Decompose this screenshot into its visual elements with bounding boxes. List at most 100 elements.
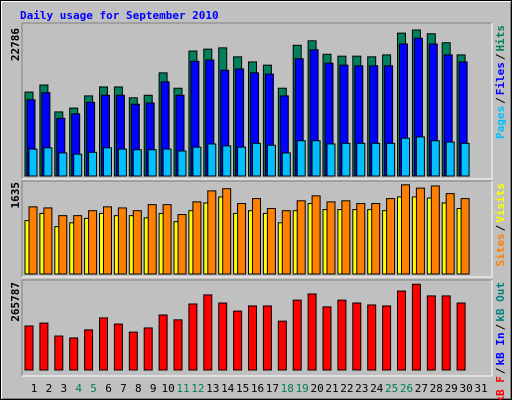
y-tick-label: 22786 — [9, 28, 22, 61]
bar — [322, 306, 332, 371]
x-tick-label: 5 — [90, 382, 97, 395]
bar — [386, 142, 396, 177]
bar — [415, 187, 425, 275]
bar — [113, 323, 123, 371]
bar — [88, 210, 98, 275]
x-tick-label: 15 — [236, 382, 249, 395]
bar — [430, 185, 440, 275]
bar — [99, 317, 108, 371]
x-tick-label: 13 — [206, 382, 219, 395]
bar — [147, 149, 157, 177]
bar — [192, 146, 202, 177]
bar — [207, 190, 217, 275]
bar — [445, 193, 455, 275]
legend-entry: Files — [494, 62, 507, 95]
legend-entry: Hits — [494, 25, 507, 52]
bar — [173, 319, 183, 371]
x-tick-label: 4 — [75, 382, 82, 395]
panel-bevel-dark — [21, 279, 492, 376]
bar — [128, 331, 138, 371]
bar — [367, 304, 377, 371]
bar — [28, 206, 38, 275]
bar — [460, 142, 470, 177]
x-tick-label: 6 — [105, 382, 112, 395]
bar — [386, 198, 396, 275]
bar — [222, 188, 232, 275]
bar — [54, 335, 64, 371]
bar — [326, 143, 336, 177]
bar — [296, 140, 306, 177]
bar — [188, 303, 198, 371]
legend-entry: Pages — [494, 106, 507, 139]
x-tick-label: 17 — [266, 382, 279, 395]
chart-title: Daily usage for September 2010 — [20, 9, 219, 22]
x-tick-label: 18 — [281, 382, 294, 395]
bar — [341, 142, 351, 177]
bar — [143, 327, 153, 371]
y-tick-label: 1635 — [9, 182, 22, 209]
x-tick-label: 22 — [340, 382, 353, 395]
x-tick-label: 12 — [191, 382, 204, 395]
bar — [296, 200, 306, 275]
bar — [162, 204, 172, 275]
bar — [117, 148, 127, 177]
bar — [24, 325, 34, 371]
bar — [401, 184, 410, 275]
bar — [266, 144, 276, 177]
bar — [337, 299, 347, 371]
x-tick-label: 20 — [310, 382, 323, 395]
bar — [311, 140, 321, 177]
bar — [281, 152, 291, 177]
bar — [445, 141, 455, 177]
bar — [162, 148, 172, 177]
bar — [207, 143, 217, 177]
x-tick-label: 14 — [221, 382, 235, 395]
x-tick-label: 28 — [430, 382, 443, 395]
bar — [147, 204, 157, 275]
legend-entry: Sites — [494, 233, 507, 266]
x-tick-label: 23 — [355, 382, 368, 395]
bar — [252, 198, 261, 275]
x-tick-label: 11 — [176, 382, 189, 395]
panel-bevel-dark — [21, 180, 492, 277]
legend-separator: / — [494, 97, 507, 104]
legend: kB F/kB In/kB Out — [494, 282, 507, 400]
legend-entry: kB In — [494, 332, 507, 365]
bar — [311, 195, 321, 275]
legend-entry: Visits — [494, 183, 507, 223]
x-tick-label: 31 — [474, 382, 487, 395]
bar — [266, 207, 276, 275]
bar — [441, 295, 451, 371]
bar — [397, 290, 406, 371]
bar — [177, 150, 187, 177]
bar — [73, 153, 83, 177]
x-tick-label: 27 — [415, 382, 428, 395]
bar — [103, 206, 112, 275]
x-tick-label: 1 — [31, 382, 38, 395]
x-tick-label: 3 — [60, 382, 67, 395]
bar — [248, 305, 257, 371]
legend-entry: kB F — [494, 376, 507, 400]
bar — [192, 201, 202, 275]
bar — [382, 305, 392, 371]
x-tick-label: 7 — [120, 382, 127, 395]
x-tick-label: 24 — [370, 382, 384, 395]
bar — [58, 215, 68, 275]
bar — [58, 152, 68, 177]
bar — [401, 137, 410, 177]
bar — [460, 198, 470, 275]
legend-entry: kB Out — [494, 282, 507, 322]
x-tick-label: 16 — [251, 382, 264, 395]
bar — [352, 302, 362, 371]
x-tick-label: 2 — [46, 382, 53, 395]
x-tick-label: 8 — [135, 382, 142, 395]
bar — [426, 295, 436, 371]
x-tick-label: 29 — [445, 382, 458, 395]
bar — [326, 201, 336, 275]
bar — [158, 314, 168, 371]
x-tick-label: 10 — [161, 382, 174, 395]
bar — [218, 302, 228, 371]
bar — [233, 310, 243, 371]
